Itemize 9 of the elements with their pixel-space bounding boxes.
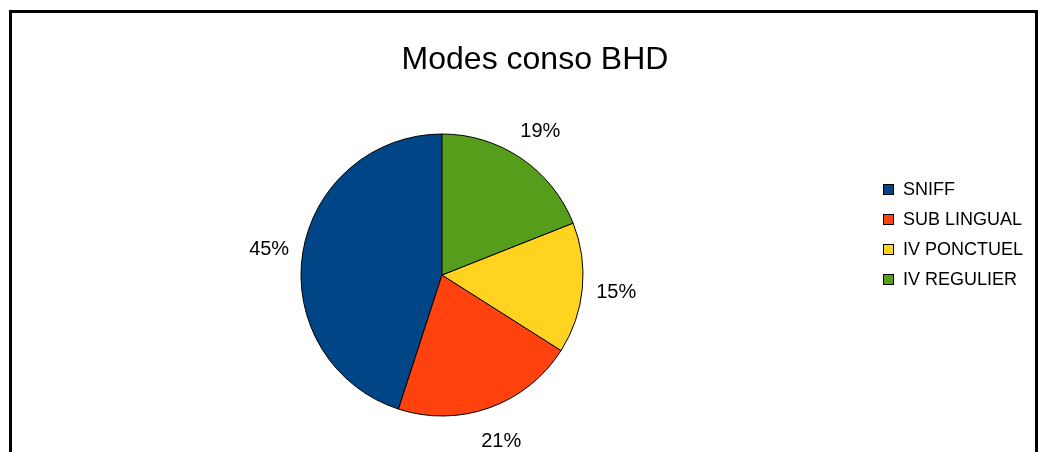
legend-label: IV PONCTUEL (903, 238, 1024, 260)
data-label: 15% (596, 280, 637, 303)
chart-title: Modes conso BHD (400, 39, 670, 78)
data-label: 21% (481, 428, 522, 451)
data-label: 19% (520, 119, 561, 142)
legend-label: IV REGULIER (903, 268, 1018, 290)
legend-label: SUB LINGUAL (903, 208, 1023, 230)
data-label: 45% (249, 236, 290, 259)
legend-label: SNIFF (903, 178, 955, 200)
